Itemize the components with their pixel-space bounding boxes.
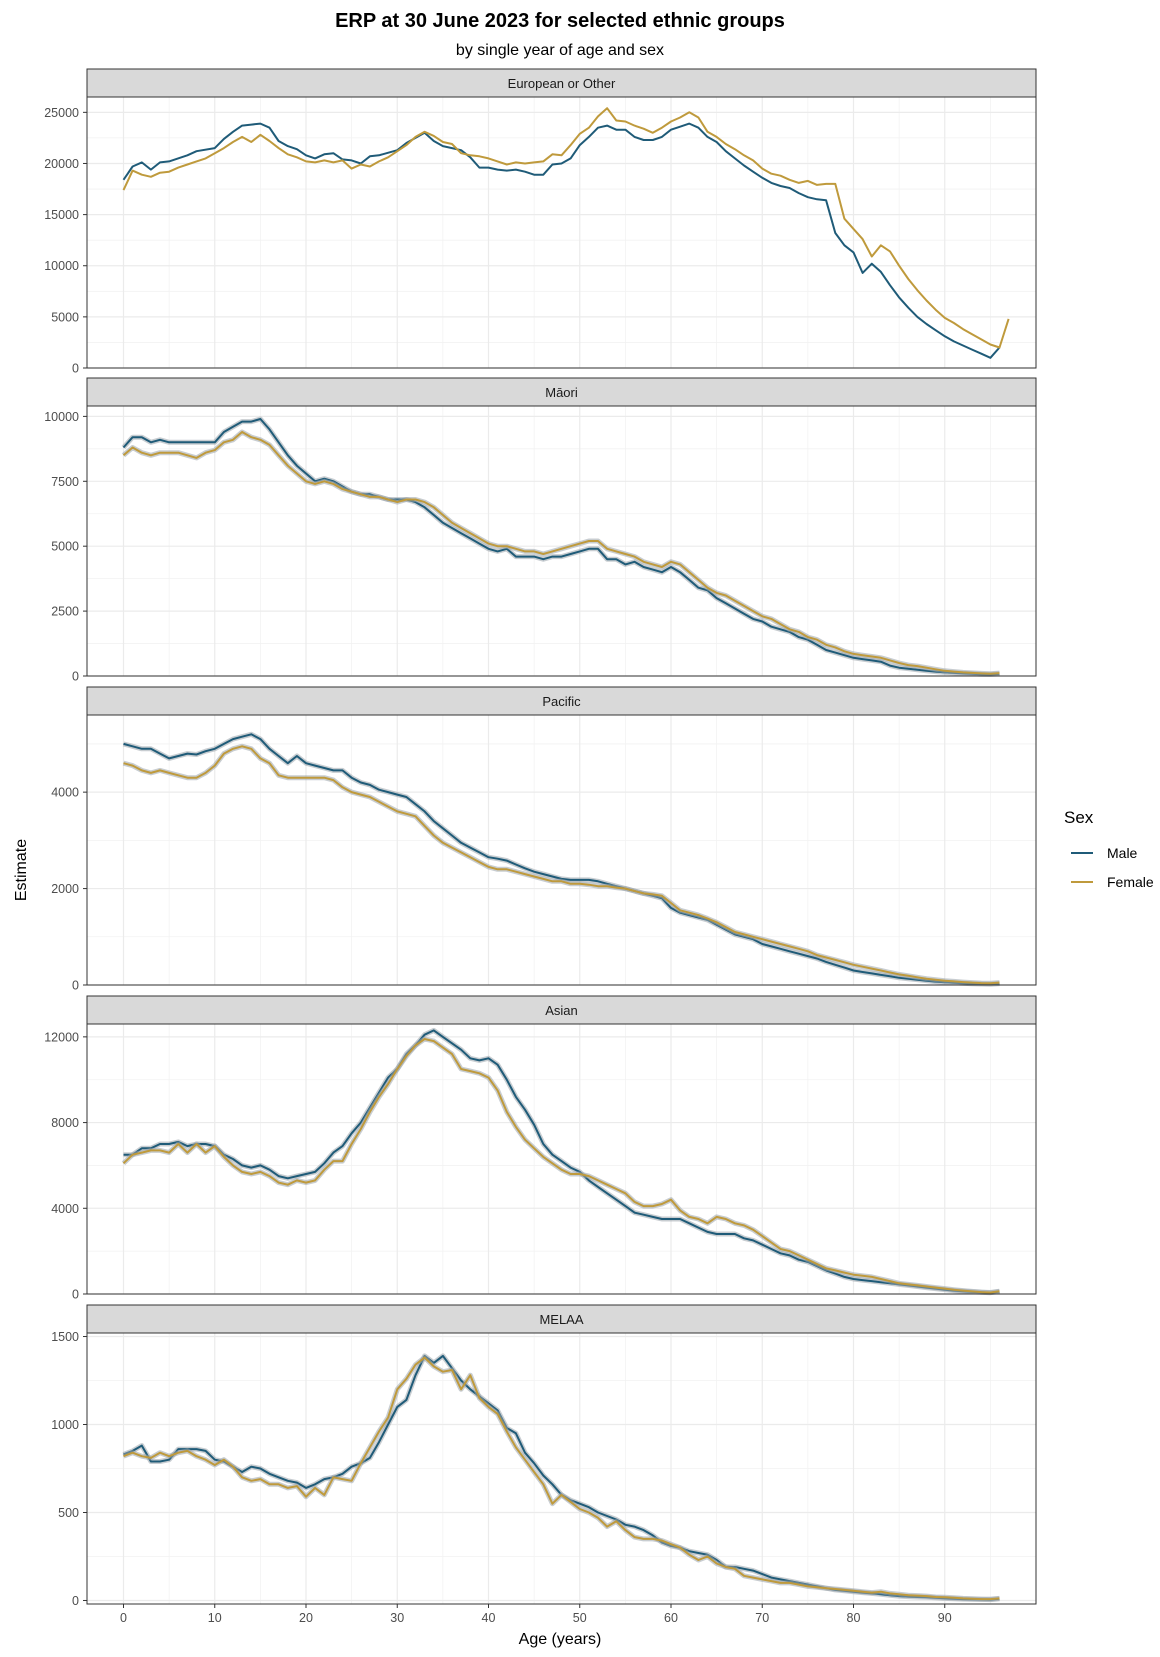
x-tick-label: 10	[208, 1611, 222, 1625]
x-axis-label: Age (years)	[519, 1631, 602, 1648]
x-tick-label: 40	[482, 1611, 496, 1625]
series-line-female	[122, 1038, 1000, 1294]
panel-background	[87, 406, 1036, 676]
y-tick-label: 2500	[51, 605, 79, 619]
panel-border	[86, 1023, 1037, 1295]
facet-strip	[86, 686, 1037, 716]
facet-strip-label: Asian	[545, 1003, 578, 1018]
x-tick-label: 20	[299, 1611, 313, 1625]
series-line-female	[123, 1356, 1000, 1601]
facet-panels: European or Other05000100001500020000250…	[44, 68, 1037, 1625]
y-tick-label: 5000	[51, 310, 79, 324]
panel-border	[86, 96, 1037, 369]
legend: Sex Male Female	[1064, 808, 1154, 890]
x-tick-label: 90	[938, 1611, 952, 1625]
series-line-female	[123, 745, 1000, 985]
y-tick-label: 10000	[44, 410, 79, 424]
facet-panel: Asian 0 4000 8000 12000	[44, 995, 1037, 1302]
legend-label-male: Male	[1107, 845, 1138, 861]
facet-strip	[86, 995, 1037, 1025]
facet-panel: Māori 0 2500 5000 7500 10000	[44, 377, 1037, 684]
x-tick-label: 0	[120, 1611, 127, 1625]
facet-panel: Pacific 0 2000 4000	[51, 686, 1037, 993]
y-tick-label: 7500	[51, 475, 79, 489]
y-tick-label: 10000	[44, 259, 79, 273]
y-tick-label: 4000	[51, 1202, 79, 1216]
y-tick-label: 0	[72, 1288, 79, 1302]
facet-strip-label: Pacific	[542, 694, 581, 709]
series-line-female	[122, 107, 1010, 349]
legend-label-female: Female	[1107, 874, 1154, 890]
y-tick-label: 4000	[51, 786, 79, 800]
facet-strip	[86, 377, 1037, 407]
x-tick-label: 30	[390, 1611, 404, 1625]
series-line-male	[122, 122, 1001, 359]
x-tick-label: 80	[847, 1611, 861, 1625]
y-tick-label: 5000	[51, 540, 79, 554]
y-tick-label: 20000	[44, 157, 79, 171]
y-tick-label: 0	[72, 670, 79, 684]
x-tick-label: 70	[755, 1611, 769, 1625]
panel-border	[86, 1332, 1037, 1605]
chart-title: ERP at 30 June 2023 for selected ethnic …	[335, 10, 785, 32]
y-tick-label: 8000	[51, 1116, 79, 1130]
x-tick-label: 50	[573, 1611, 587, 1625]
x-tick-label: 60	[664, 1611, 678, 1625]
y-tick-label: 1000	[51, 1418, 79, 1432]
y-tick-label: 25000	[44, 106, 79, 120]
y-tick-label: 15000	[44, 208, 79, 222]
panel-border	[86, 405, 1037, 677]
y-tick-label: 2000	[51, 882, 79, 896]
y-tick-label: 0	[72, 979, 79, 993]
y-axis-label: Estimate	[13, 839, 30, 901]
panel-border	[86, 714, 1037, 986]
y-tick-label: 0	[72, 362, 79, 376]
panel-background	[87, 715, 1036, 985]
y-tick-label: 1500	[51, 1330, 79, 1344]
series-line-female	[122, 431, 1000, 675]
facet-strip	[86, 68, 1037, 98]
legend-title: Sex	[1064, 808, 1094, 827]
chart-subtitle: by single year of age and sex	[456, 42, 664, 59]
facet-strip-label: MELAA	[539, 1312, 583, 1327]
y-tick-label: 500	[58, 1506, 79, 1520]
x-axis: 0 10 20 30 40 50 60 70 80 90	[120, 1604, 952, 1625]
facet-strip-label: Māori	[545, 385, 578, 400]
facet-strip-label: European or Other	[508, 76, 616, 91]
panel-background	[87, 97, 1036, 368]
facet-panel: European or Other 0 5000 10000 15000 20000 250…	[44, 68, 1037, 376]
y-tick-label: 12000	[44, 1030, 79, 1044]
series-line-male	[122, 418, 1000, 676]
facet-panel: MELAA 0 500 1000 1500	[51, 1304, 1037, 1608]
series-line-male	[123, 1029, 1000, 1294]
y-tick-label: 0	[72, 1594, 79, 1608]
